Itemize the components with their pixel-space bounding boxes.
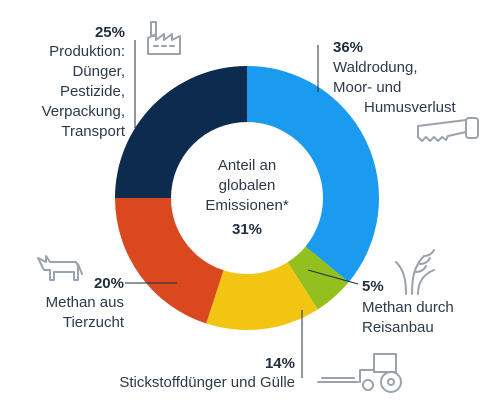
donut-slice-4 [115,66,247,198]
slice-label-tierzucht-1: Methan aus [46,294,124,311]
slice-label-produktion-4: Verpackung, [42,103,125,120]
donut-slices [115,66,379,331]
slice-label-duenger-1: Stickstoffdünger und Gülle [119,374,295,391]
slice-label-produktion-1: Produktion: [49,43,125,60]
slice-label-waldrodung-1: Waldrodung, [333,59,418,76]
slice-pct-tierzucht: 20% [94,275,124,292]
slice-label-produktion-2: Dünger, [72,63,125,80]
slice-label-produktion-3: Pestizide, [60,83,125,100]
slice-label-reis-2: Reisanbau [362,319,434,336]
slice-label-reis-1: Methan durch [362,299,454,316]
donut-slice-0 [247,66,379,283]
donut-slice-3 [115,198,224,324]
leader-lines [125,40,359,378]
slice-label-produktion-5: Transport [61,123,125,140]
rice-plant-icon [395,249,435,295]
donut-slice-1 [287,246,349,310]
slice-label-waldrodung-2: Moor- und [333,79,401,96]
slice-pct-duenger: 14% [265,355,295,372]
slice-label-tierzucht-2: Tierzucht [63,314,125,331]
slice-pct-produktion: 25% [95,24,125,41]
tractor-icon [317,353,402,393]
slice-pct-reis: 5% [362,278,384,295]
center-value: 31% [232,221,262,238]
leader-line-reis [307,269,359,285]
center-label-line-2: globalen [219,177,276,194]
slice-label-waldrodung-3: Humusverlust [364,99,457,116]
donut-slice-2 [206,262,318,331]
center-label-line-3: Emissionen* [205,197,289,214]
saw-icon [417,117,479,142]
factory-icon [147,21,181,55]
center-label-line-1: Anteil an [218,157,276,174]
slice-pct-waldrodung: 36% [333,39,363,56]
cow-icon [37,255,83,281]
